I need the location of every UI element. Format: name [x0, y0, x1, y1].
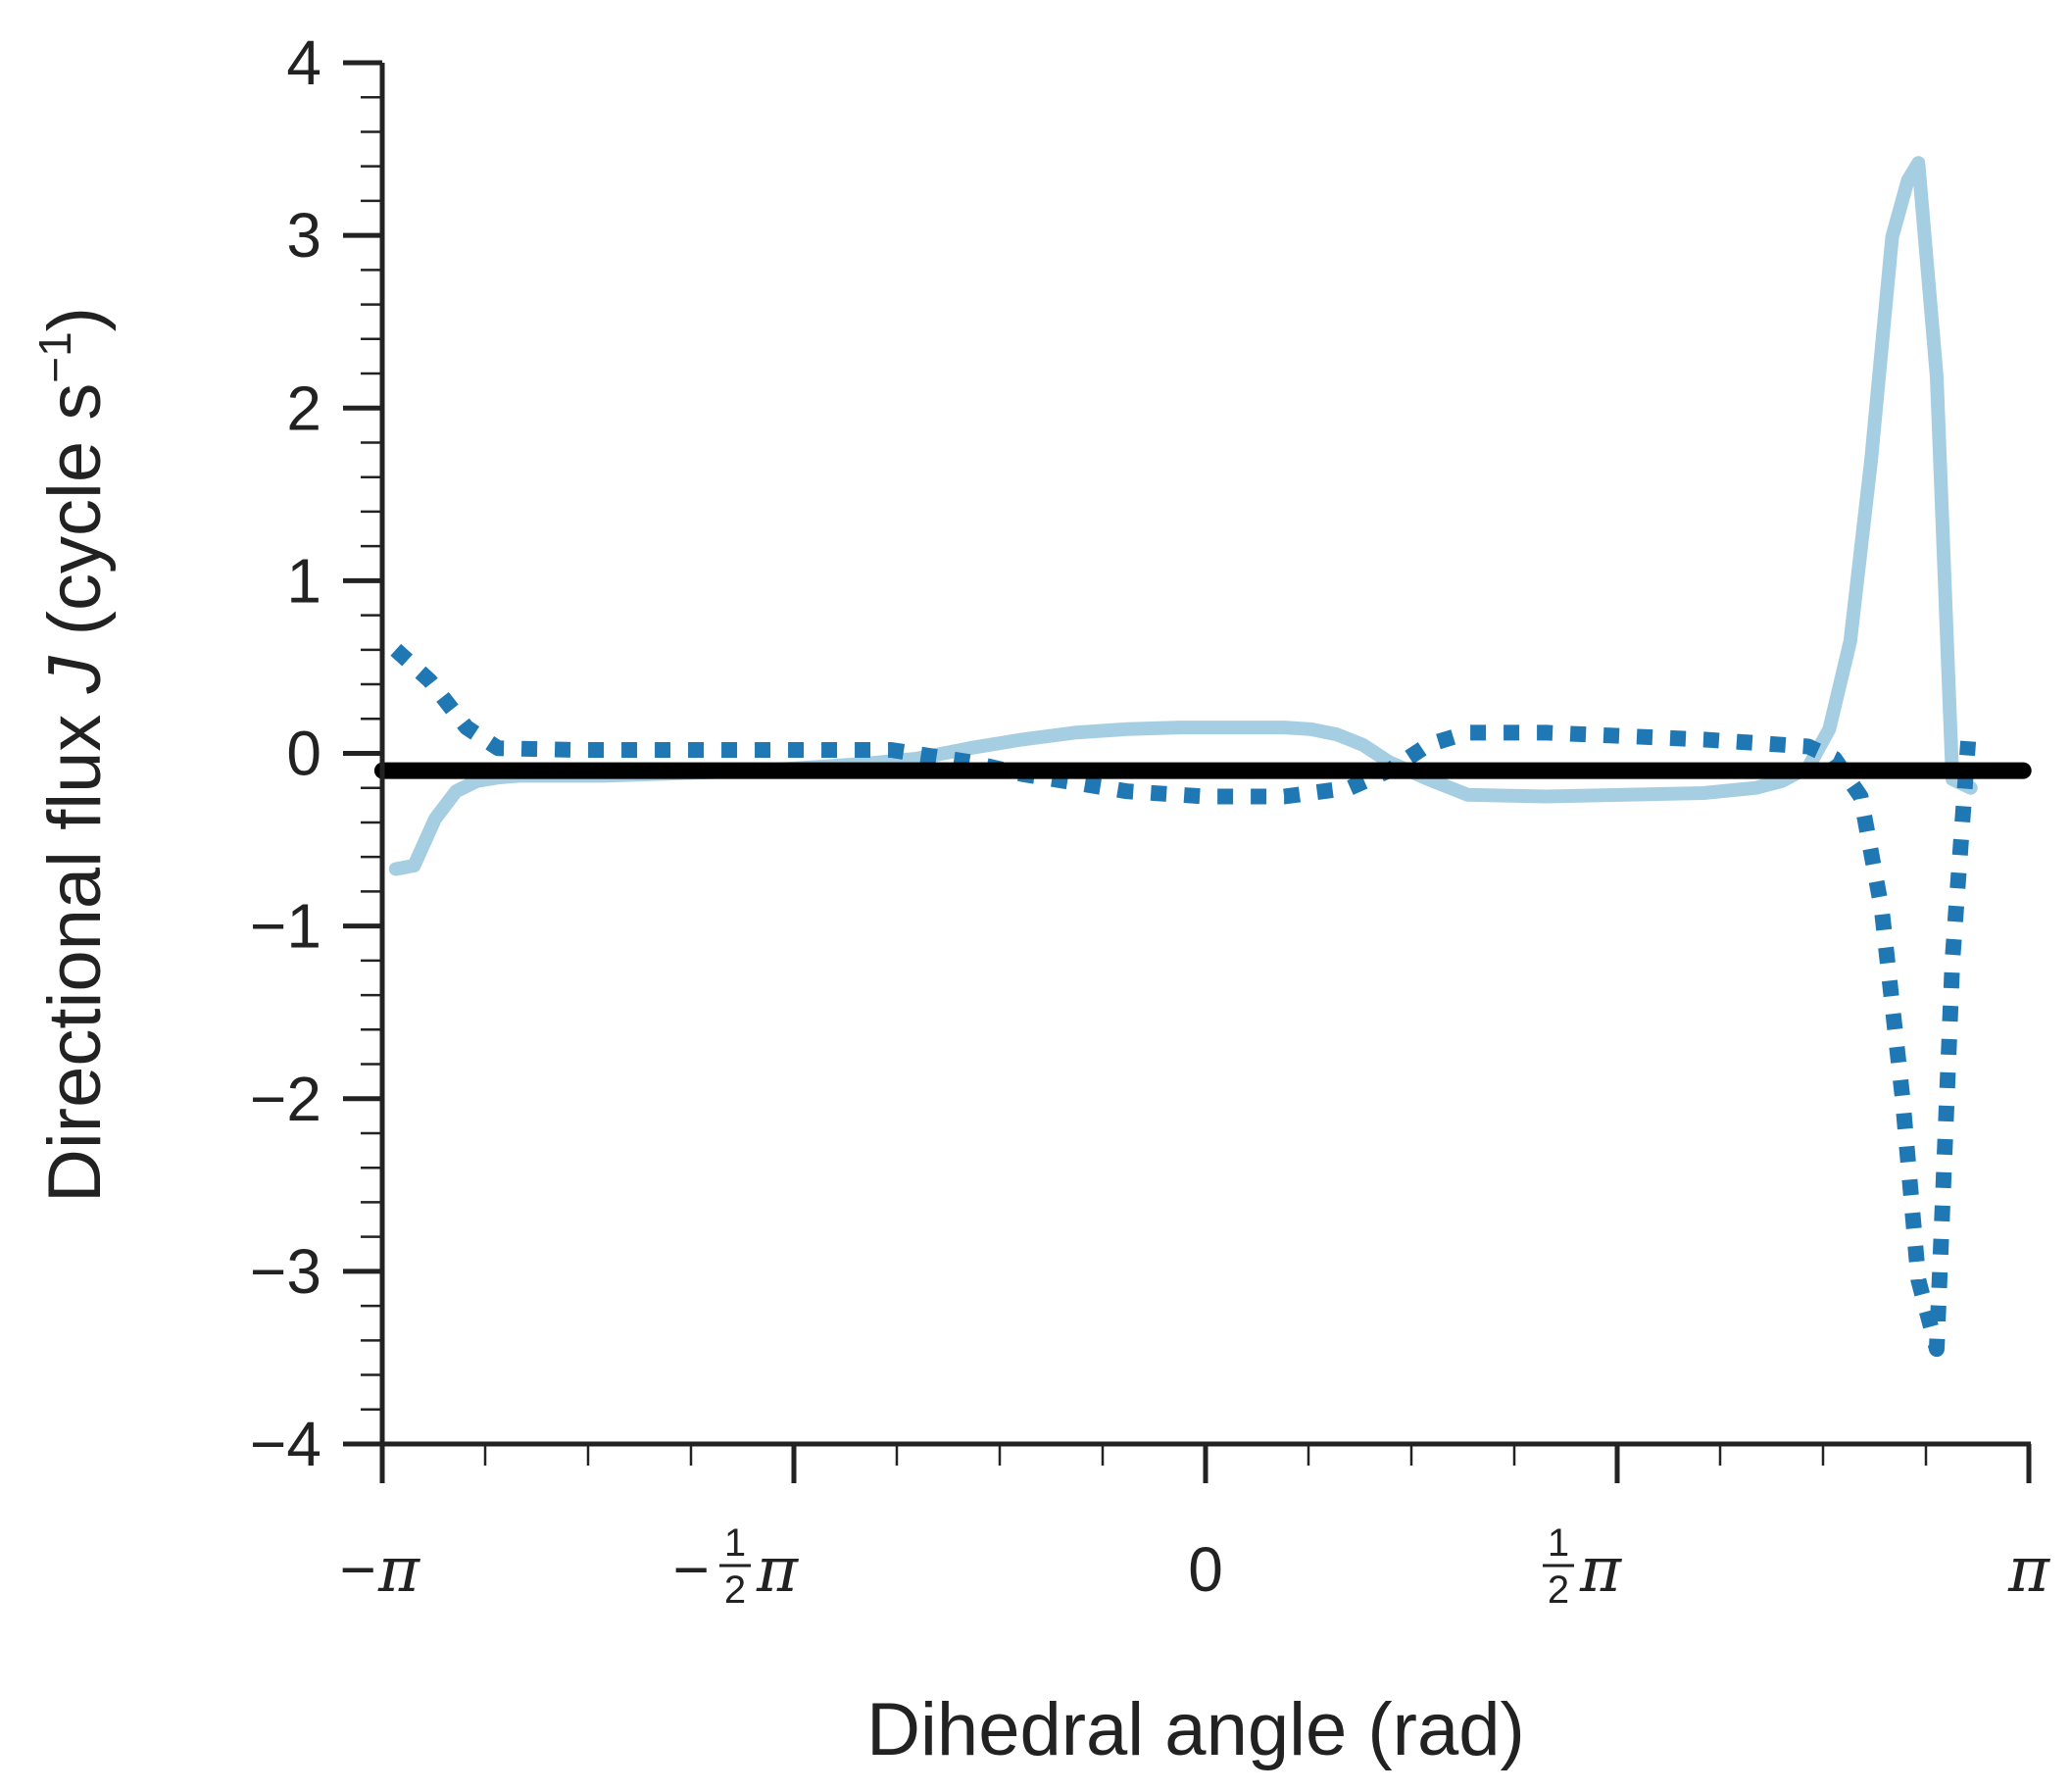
x-tick-denominator: 2 [724, 1568, 746, 1612]
series-line-2 [390, 643, 1977, 1358]
y-tick-label: 1 [286, 545, 321, 616]
y-tick-label: 4 [286, 27, 321, 98]
y-tick-label: 0 [286, 719, 321, 789]
y-tick-label: −1 [250, 891, 321, 962]
y-axis-title-close: ) [33, 307, 117, 331]
x-tick-pi: π [2007, 1534, 2050, 1607]
x-tick-numerator: 1 [1548, 1521, 1569, 1565]
y-tick-label: −3 [250, 1236, 321, 1307]
x-tick-label: π [2007, 1534, 2050, 1607]
y-axis-title-exponent: −1 [29, 331, 80, 382]
x-tick-sign: − [340, 1534, 376, 1605]
y-axis-title-symbol: J [33, 655, 117, 694]
x-tick-numerator: 1 [724, 1521, 746, 1565]
y-tick-label: 3 [286, 200, 321, 271]
y-axis-title-prefix: Directional flux [33, 693, 117, 1203]
x-tick-label: − π [340, 1534, 420, 1607]
x-tick-pi: π [377, 1534, 420, 1607]
y-axis-title: Directional flux J (cycle s−1) [29, 307, 117, 1203]
ticks [343, 60, 2032, 1483]
x-tick-sign: − [673, 1534, 710, 1605]
x-tick-label: 0 [1188, 1534, 1223, 1605]
x-tick-pi: π [1579, 1534, 1622, 1607]
y-tick-label: 2 [286, 373, 321, 443]
x-axis-title: Dihedral angle (rad) [866, 1688, 1525, 1771]
x-tick-label: −12 π [673, 1521, 799, 1612]
y-axis-title-unit: (cycle s [33, 383, 117, 657]
x-tick-pi: π [756, 1534, 799, 1607]
y-tick-label: −2 [250, 1064, 321, 1134]
y-tick-label: −4 [250, 1409, 321, 1479]
x-tick-denominator: 2 [1548, 1568, 1569, 1612]
x-tick-zero: 0 [1188, 1534, 1223, 1605]
x-tick-label: 12 π [1543, 1521, 1622, 1612]
series-layer [373, 156, 2032, 1358]
